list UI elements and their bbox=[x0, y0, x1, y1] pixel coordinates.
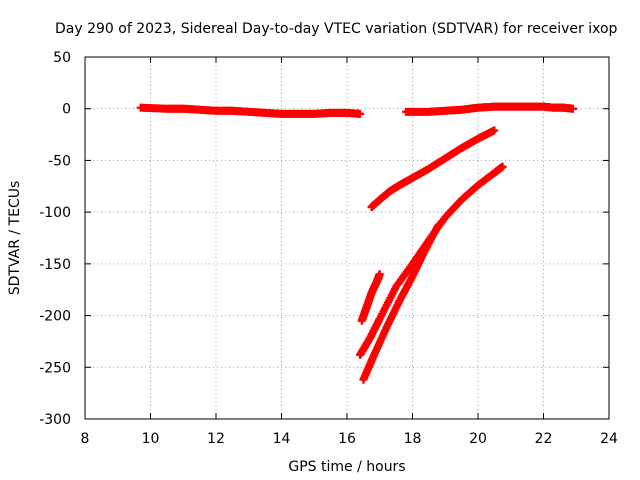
x-tick-label: 14 bbox=[273, 431, 291, 447]
axis-ticks: 8 10 12 14 16 18 20 22 24 50 0 -50 -100 -150 -200 -250 -… bbox=[39, 50, 618, 447]
y-tick-label: 0 bbox=[62, 102, 71, 118]
y-tick-label: -250 bbox=[39, 360, 71, 376]
chart-title: Day 290 of 2023, Sidereal Day-to-day VTE… bbox=[55, 21, 618, 37]
grid-lines bbox=[85, 57, 609, 419]
data-point bbox=[375, 270, 384, 279]
data-point bbox=[568, 104, 577, 113]
series-track-lower-branch bbox=[356, 162, 507, 359]
data-point bbox=[498, 162, 507, 171]
x-tick-label: 10 bbox=[142, 431, 160, 447]
x-tick-label: 22 bbox=[535, 431, 553, 447]
data-point bbox=[356, 109, 365, 118]
y-tick-label: -300 bbox=[39, 412, 71, 428]
x-tick-label: 24 bbox=[600, 431, 618, 447]
y-tick-label: -100 bbox=[39, 205, 71, 221]
series-track-near-zero-1 bbox=[136, 103, 365, 118]
x-tick-label: 12 bbox=[207, 431, 225, 447]
y-tick-label: 50 bbox=[53, 50, 71, 66]
data-point bbox=[434, 220, 443, 229]
series-track-near-zero-2 bbox=[401, 102, 577, 116]
series-track-short-segment bbox=[357, 270, 384, 325]
data-point bbox=[490, 126, 499, 135]
series-track-upper-branch bbox=[367, 126, 499, 211]
y-axis-label: SDTVAR / TECUs bbox=[7, 181, 23, 296]
x-axis-label: GPS time / hours bbox=[288, 459, 405, 475]
series-track-steep-segment bbox=[359, 220, 443, 384]
y-tick-label: -200 bbox=[39, 309, 71, 325]
data-points bbox=[136, 102, 577, 384]
x-tick-label: 16 bbox=[338, 431, 356, 447]
x-tick-label: 8 bbox=[81, 431, 90, 447]
x-tick-label: 18 bbox=[404, 431, 422, 447]
x-tick-label: 20 bbox=[469, 431, 487, 447]
y-tick-label: -150 bbox=[39, 257, 71, 273]
y-tick-label: -50 bbox=[48, 153, 71, 169]
